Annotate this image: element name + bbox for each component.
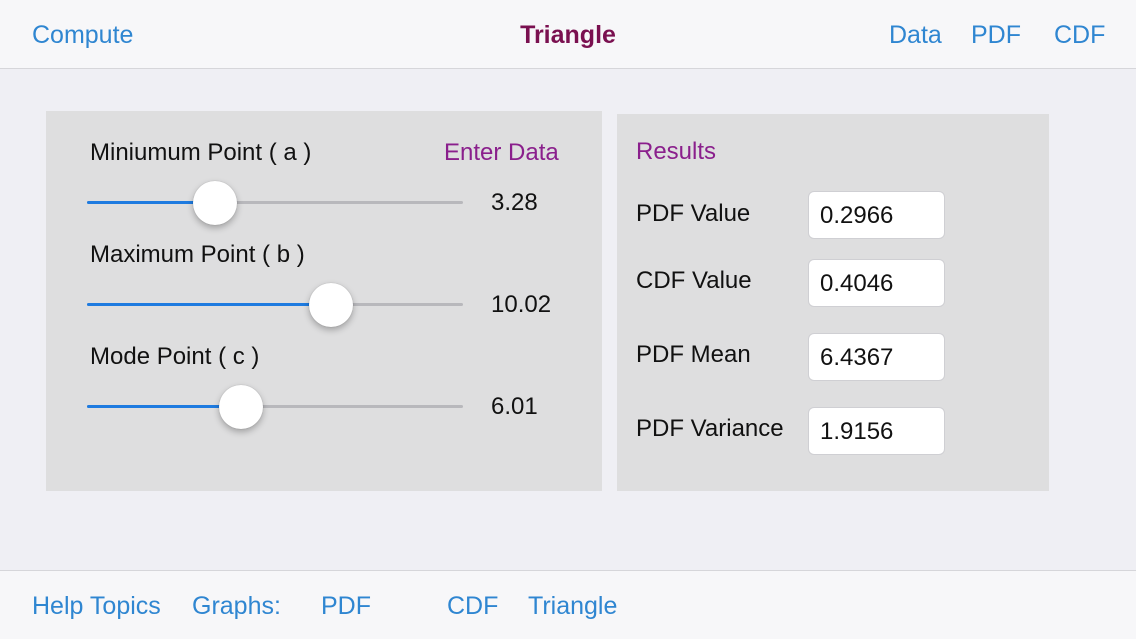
max-point-slider[interactable] bbox=[87, 283, 463, 327]
pdf-variance-label: PDF Variance bbox=[636, 415, 784, 442]
slider-track bbox=[87, 201, 463, 204]
slider-track bbox=[87, 405, 463, 408]
data-button[interactable]: Data bbox=[889, 21, 942, 49]
mode-point-value: 6.01 bbox=[491, 393, 538, 420]
cdf-button[interactable]: CDF bbox=[1054, 21, 1106, 49]
graph-pdf-button[interactable]: PDF bbox=[321, 592, 371, 620]
pdf-value-label: PDF Value bbox=[636, 200, 751, 227]
min-point-label: Miniumum Point ( a ) bbox=[90, 139, 312, 166]
graph-cdf-button[interactable]: CDF bbox=[447, 592, 499, 620]
page-title: Triangle bbox=[520, 21, 616, 49]
nav-bar: Compute Triangle Data PDF CDF bbox=[0, 0, 1136, 69]
bottom-toolbar: Help Topics Graphs: PDF CDF Triangle bbox=[0, 570, 1136, 639]
results-panel: Results PDF Value 0.2966 CDF Value 0.404… bbox=[617, 114, 1049, 491]
slider-fill bbox=[87, 405, 242, 408]
min-point-value: 3.28 bbox=[491, 189, 538, 216]
help-topics-button[interactable]: Help Topics bbox=[32, 592, 161, 620]
pdf-mean-label: PDF Mean bbox=[636, 341, 751, 368]
pdf-variance-field[interactable]: 1.9156 bbox=[808, 407, 945, 455]
mode-point-label: Mode Point ( c ) bbox=[90, 343, 260, 370]
graphs-label: Graphs: bbox=[192, 592, 281, 620]
slider-thumb[interactable] bbox=[219, 385, 264, 429]
enter-data-button[interactable]: Enter Data bbox=[444, 139, 559, 166]
graph-triangle-button[interactable]: Triangle bbox=[528, 592, 618, 620]
max-point-label: Maximum Point ( b ) bbox=[90, 241, 305, 268]
slider-thumb[interactable] bbox=[192, 181, 237, 225]
mode-point-slider[interactable] bbox=[87, 385, 463, 429]
slider-fill bbox=[87, 303, 332, 306]
cdf-value-field[interactable]: 0.4046 bbox=[808, 259, 945, 307]
slider-thumb[interactable] bbox=[309, 283, 354, 327]
max-point-value: 10.02 bbox=[491, 291, 552, 318]
results-title: Results bbox=[636, 138, 717, 165]
input-panel: Miniumum Point ( a ) Enter Data 3.28 Max… bbox=[46, 111, 602, 491]
pdf-mean-field[interactable]: 6.4367 bbox=[808, 333, 945, 381]
cdf-value-label: CDF Value bbox=[636, 267, 752, 294]
compute-button[interactable]: Compute bbox=[32, 21, 134, 49]
min-point-slider[interactable] bbox=[87, 181, 463, 225]
pdf-button[interactable]: PDF bbox=[971, 21, 1021, 49]
pdf-value-field[interactable]: 0.2966 bbox=[808, 191, 945, 239]
slider-fill bbox=[87, 201, 215, 204]
